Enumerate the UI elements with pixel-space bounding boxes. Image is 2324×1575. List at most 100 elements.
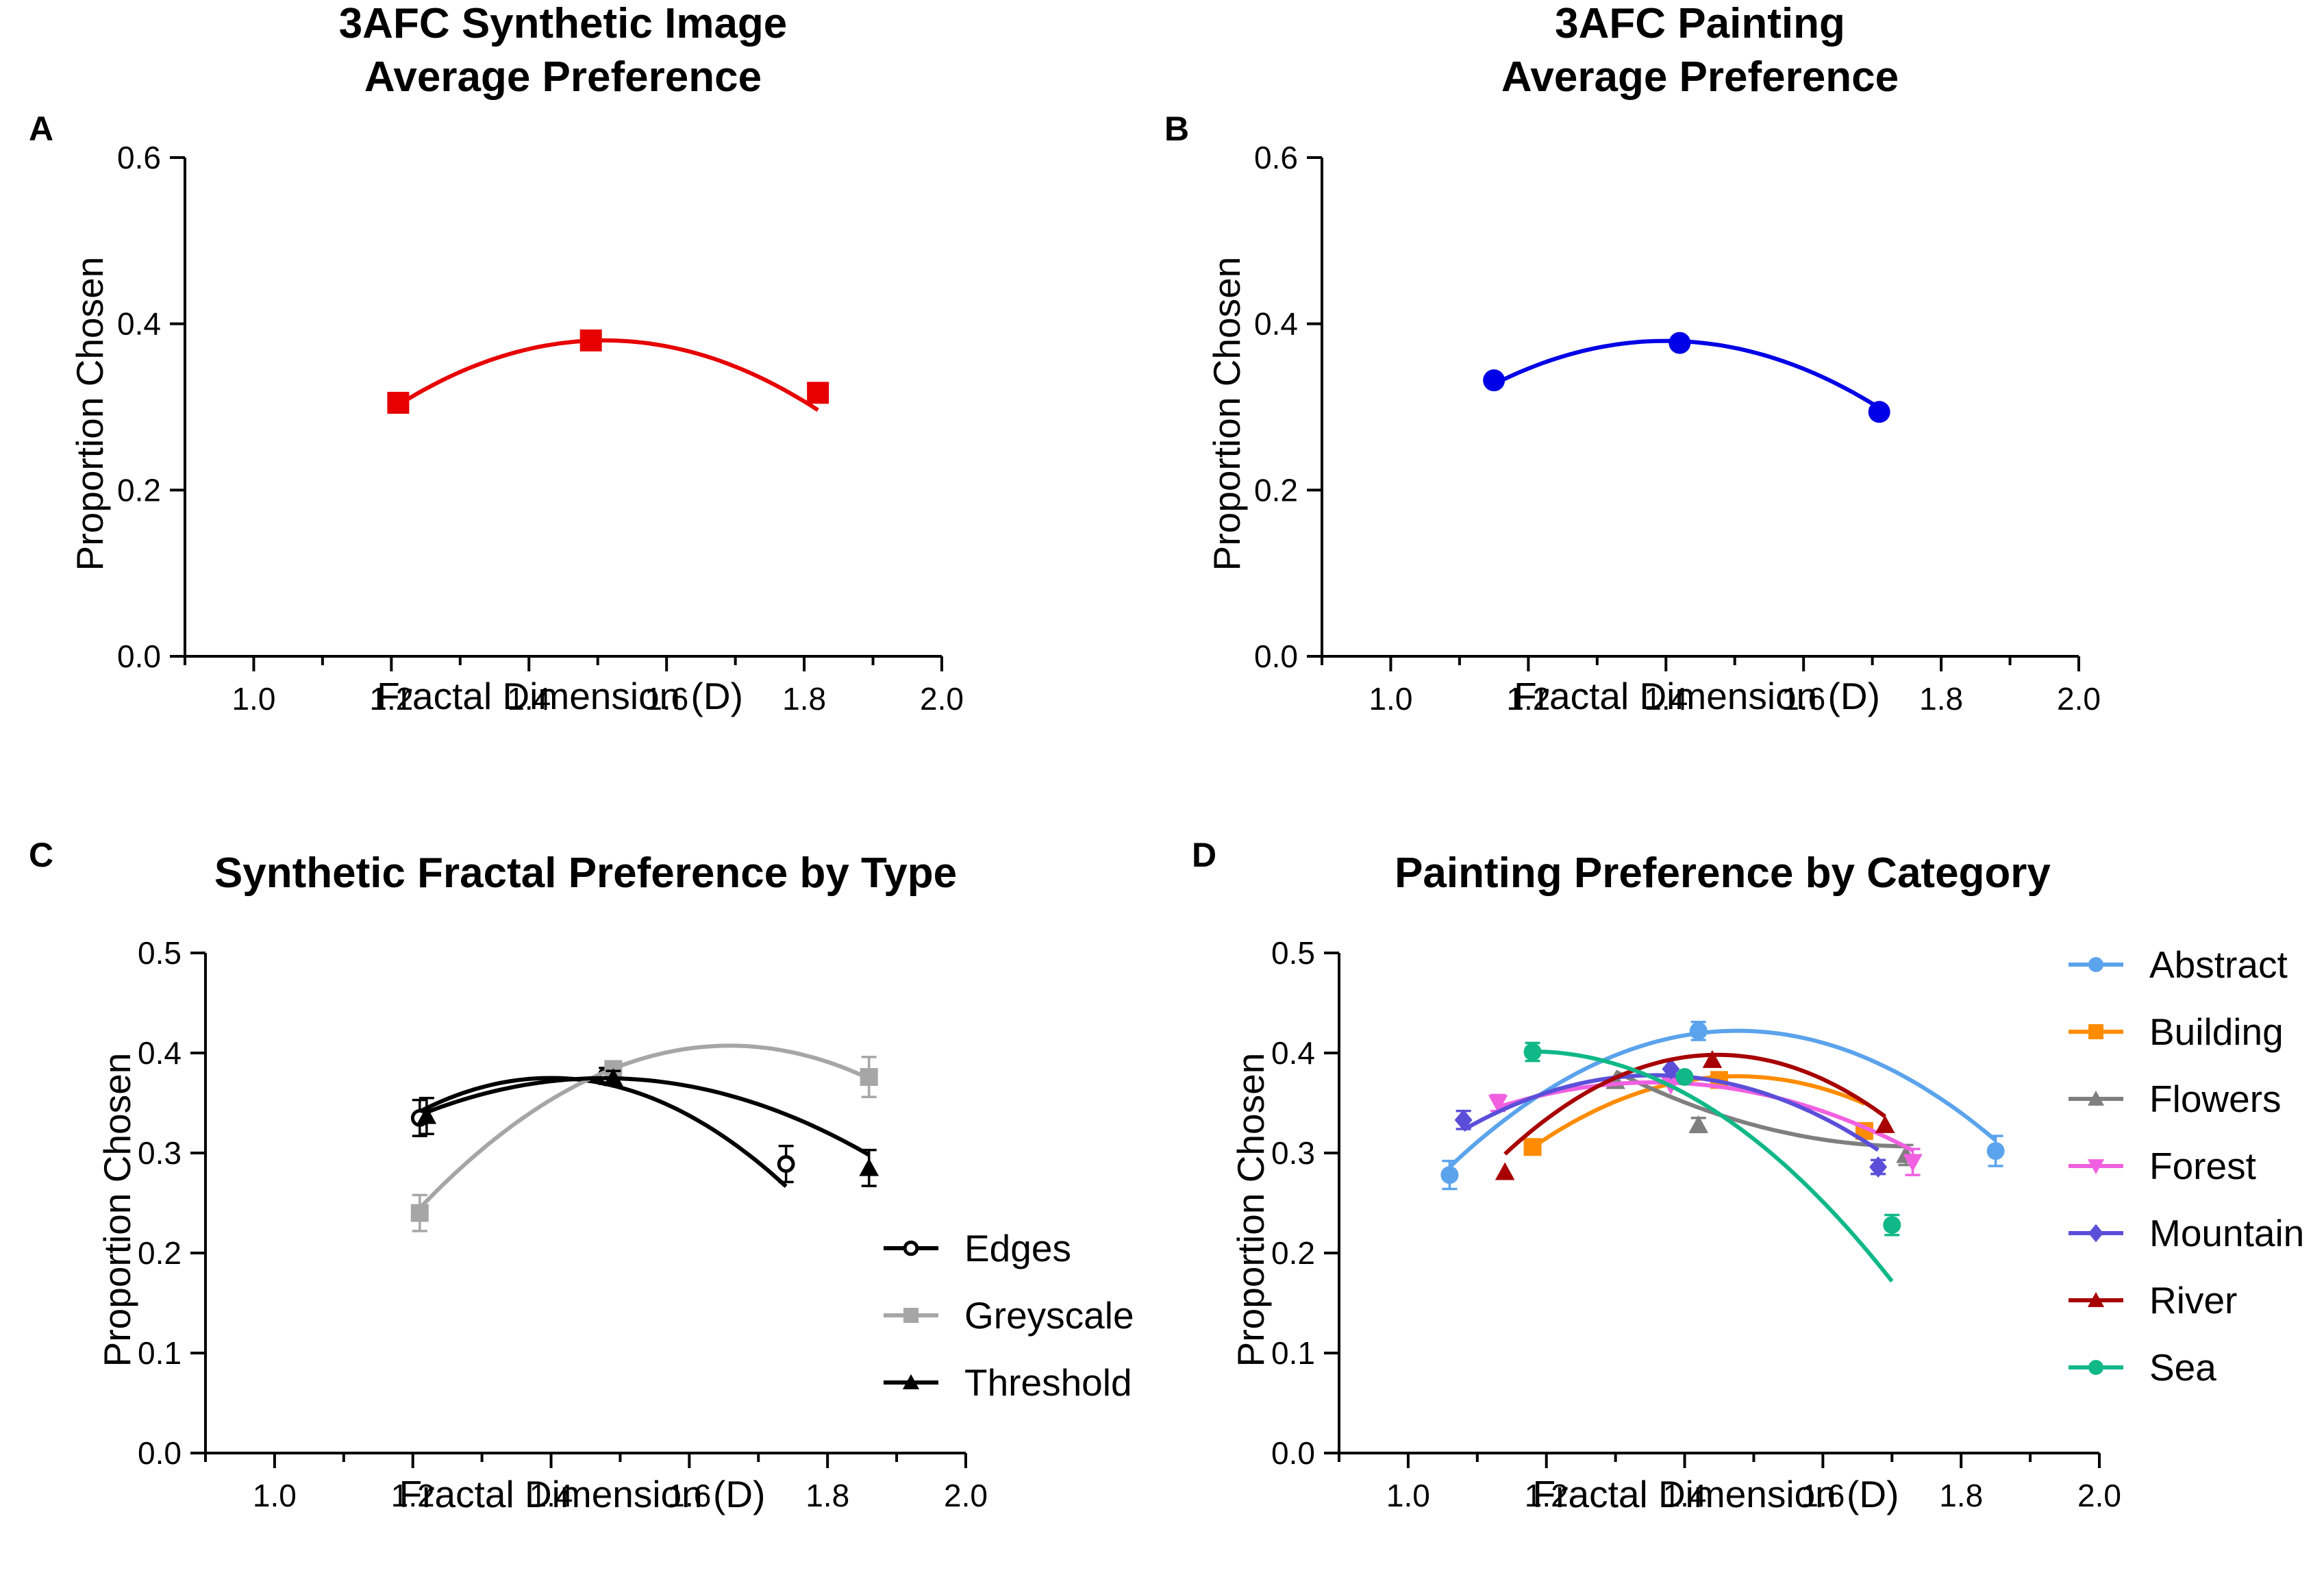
y-axis-label: Proportion Chosen: [96, 1053, 138, 1367]
data-point-mountain: [1869, 1156, 1888, 1178]
data-point-sea: [1675, 1068, 1694, 1087]
data-point-forest: [1903, 1154, 1923, 1172]
x-tick-label: 1.8: [1939, 1478, 1983, 1513]
panel-label: B: [1164, 110, 1189, 148]
y-tick-label: 0.5: [138, 935, 182, 971]
legend-marker-flowers: [2087, 1090, 2105, 1106]
y-axis-label: Proportion Chosen: [1229, 1053, 1272, 1367]
fit-curve-river: [1503, 1052, 1886, 1156]
data-point-abstract: [1440, 1166, 1459, 1185]
data-point-forest: [1488, 1095, 1508, 1113]
series-edges: [410, 1067, 795, 1189]
chart-title: Synthetic Fractal Preference by Type: [214, 849, 957, 897]
series-synthetic: [387, 329, 829, 414]
y-tick-label: 0.0: [1254, 638, 1298, 674]
series-sea: [1523, 1041, 1901, 1283]
chart-title: 3AFC Painting: [1555, 0, 1845, 47]
legend-marker-building: [2088, 1024, 2103, 1039]
x-tick-label: 1.0: [1369, 681, 1412, 717]
data-point-sea: [1523, 1043, 1542, 1061]
legend-label-sea: Sea: [2149, 1346, 2216, 1389]
legend-marker-edges: [903, 1240, 919, 1256]
legend-label-threshold: Threshold: [964, 1361, 1132, 1404]
x-axis-label: Fractal Dimension (D): [377, 675, 743, 717]
data-point-threshold: [416, 1106, 437, 1124]
legend-marker-abstract: [2088, 957, 2103, 972]
data-point-flowers: [1688, 1115, 1709, 1133]
data-point-painting: [1868, 401, 1890, 423]
x-tick-label: 1.0: [232, 681, 275, 717]
x-tick-label: 1.2: [1525, 1478, 1569, 1513]
x-tick-label: 1.6: [1801, 1478, 1845, 1513]
y-tick-label: 0.6: [1254, 140, 1298, 175]
legend-marker-sea: [2088, 1360, 2103, 1375]
data-point-building: [1523, 1138, 1542, 1156]
data-point-river: [1702, 1050, 1723, 1068]
series-threshold: [416, 1068, 879, 1187]
y-tick-label: 0.0: [138, 1435, 182, 1471]
chart-panel-d: D Painting Preference by Category 0.0 0.1 0.…: [1192, 836, 2304, 1515]
x-tick-label: 1.6: [1782, 681, 1825, 717]
series-painting: [1483, 332, 1890, 423]
y-tick-label: 0.4: [1271, 1035, 1315, 1071]
x-tick-label: 1.2: [369, 681, 413, 717]
x-axis-label: Fractal Dimension (D): [1514, 675, 1880, 717]
legend-marker-forest: [2087, 1159, 2105, 1175]
legend-label-mountain: Mountain: [2149, 1212, 2304, 1254]
data-point-painting: [1669, 332, 1691, 354]
x-tick-label: 1.6: [645, 681, 688, 717]
x-tick-label: 1.2: [391, 1478, 435, 1513]
legend: Edges Greyscale Threshold: [884, 1227, 1134, 1404]
data-point-mountain: [1454, 1109, 1473, 1131]
y-axis-label: Proportion Chosen: [1205, 257, 1248, 571]
data-point-greyscale: [410, 1204, 429, 1222]
x-tick-label: 1.4: [529, 1478, 573, 1513]
panel-label: A: [29, 110, 53, 148]
legend-label-river: River: [2149, 1279, 2237, 1322]
series-river: [1495, 1050, 1895, 1180]
legend: Abstract Building Flowers Forest Mountain Riv…: [2069, 943, 2304, 1389]
legend-label-edges: Edges: [964, 1227, 1071, 1269]
panel-label: C: [29, 836, 53, 874]
x-tick-label: 1.8: [782, 681, 826, 717]
y-tick-label: 0.4: [117, 306, 161, 342]
y-tick-label: 0.2: [1271, 1235, 1315, 1271]
x-tick-label: 1.0: [253, 1478, 297, 1513]
x-tick-label: 1.6: [667, 1478, 711, 1513]
chart-panel-b: B 3AFC Painting Average Preference 0.0 0.2 0.…: [1164, 0, 2101, 717]
y-axis-label: Proportion Chosen: [68, 257, 111, 571]
chart-title: Painting Preference by Category: [1395, 849, 2051, 897]
data-point-sea: [1883, 1216, 1901, 1235]
y-tick-label: 0.0: [117, 638, 161, 674]
x-tick-label: 1.4: [507, 681, 551, 717]
series-mountain: [1454, 1058, 1888, 1178]
x-tick-label: 2.0: [944, 1478, 988, 1513]
x-tick-label: 2.0: [2077, 1478, 2121, 1513]
data-point-edges: [777, 1155, 795, 1173]
data-point-river: [1495, 1162, 1515, 1180]
legend-marker-mountain: [2088, 1224, 2103, 1243]
y-tick-label: 0.4: [138, 1035, 182, 1071]
fit-curve-flowers: [1614, 1069, 1906, 1149]
data-point-synthetic: [807, 382, 829, 404]
y-tick-label: 0.3: [138, 1135, 182, 1171]
y-tick-label: 0.2: [138, 1235, 182, 1271]
data-point-abstract: [1986, 1142, 2005, 1161]
y-tick-label: 0.3: [1271, 1135, 1315, 1171]
y-tick-label: 0.1: [1271, 1335, 1315, 1371]
legend-marker-river: [2087, 1291, 2105, 1307]
x-tick-label: 1.4: [1663, 1478, 1707, 1513]
data-point-threshold: [603, 1068, 623, 1087]
x-tick-label: 2.0: [2057, 681, 2101, 717]
legend-label-flowers: Flowers: [2149, 1078, 2282, 1120]
data-point-greyscale: [860, 1068, 878, 1087]
x-tick-label: 1.8: [805, 1478, 849, 1513]
x-axis-label: Fractal Dimension (D): [1533, 1473, 1899, 1515]
fit-curve-synthetic: [397, 338, 819, 412]
series-flowers: [1605, 1069, 1916, 1167]
panel-label: D: [1192, 836, 1216, 874]
series-greyscale: [410, 1043, 878, 1232]
data-point-synthetic: [387, 391, 410, 414]
y-tick-label: 0.4: [1254, 306, 1298, 342]
